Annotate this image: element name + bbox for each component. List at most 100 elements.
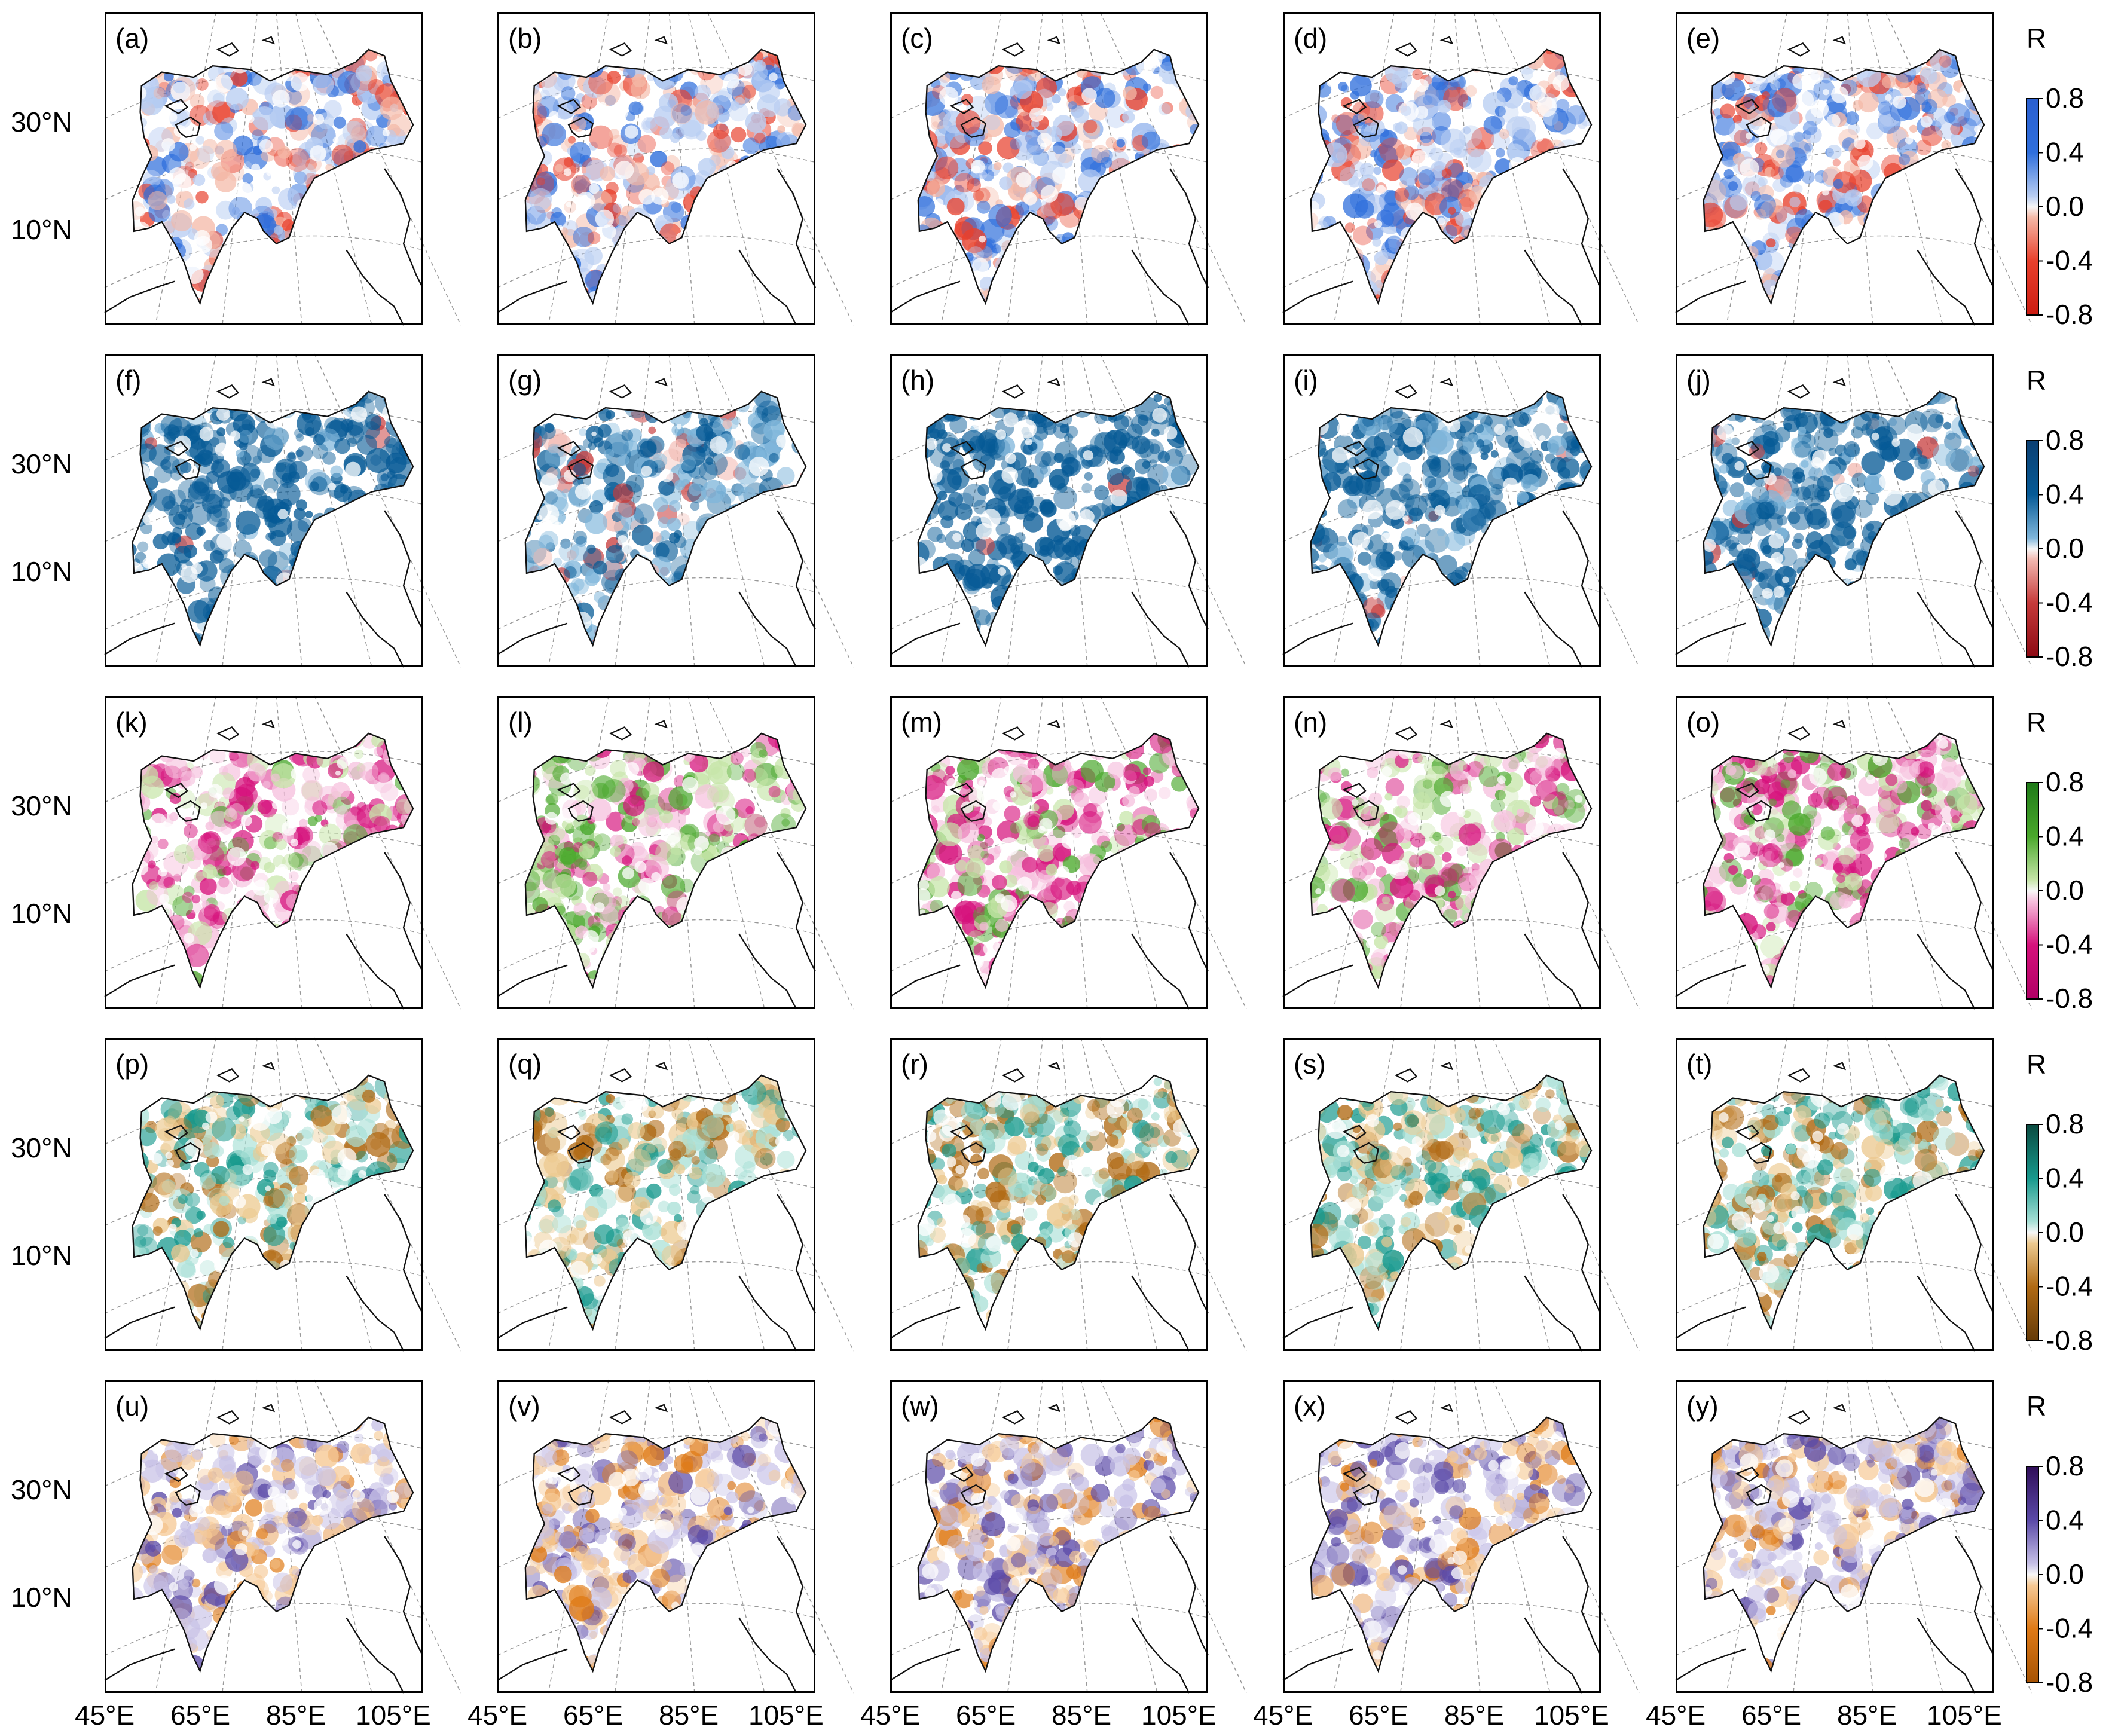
- panel-label: (v): [508, 1390, 540, 1422]
- colorbar-tick: 0.8: [2046, 424, 2084, 456]
- panel-label: (m): [901, 707, 942, 738]
- coastline: [104, 1404, 424, 1694]
- map-panel-h: (h): [890, 353, 1247, 668]
- panel-frame: [105, 354, 423, 667]
- panel-label: (w): [901, 1390, 939, 1422]
- lat-label: 30°N: [11, 1474, 72, 1505]
- lon-label: 45°E: [467, 1700, 527, 1731]
- lon-label: 105°E: [748, 1700, 824, 1731]
- lon-label: 85°E: [1444, 1700, 1504, 1731]
- lon-label: 85°E: [1052, 1700, 1111, 1731]
- panel-label: (g): [508, 365, 542, 396]
- map-panel-f: (f): [104, 353, 461, 668]
- colorbar-label: R: [2027, 1049, 2046, 1080]
- panel-label: (q): [508, 1049, 542, 1080]
- colorbar-label: R: [2027, 1390, 2046, 1422]
- map-panel-i: (i): [1282, 353, 1640, 668]
- panel-frame: [497, 354, 815, 667]
- panel-frame: [105, 1038, 423, 1351]
- panel-frame: [1283, 354, 1601, 667]
- lon-label: 45°E: [75, 1700, 135, 1731]
- panel-frame: [1283, 12, 1601, 325]
- coastline: [104, 378, 424, 668]
- panel-label: (u): [115, 1390, 149, 1422]
- colorbar-tick: -0.4: [2046, 587, 2093, 618]
- panel-frame: [890, 354, 1208, 667]
- panel-frame: [1676, 1380, 1994, 1693]
- map-panel-s: (s): [1282, 1037, 1640, 1352]
- coastline: [104, 36, 424, 326]
- lon-label: 105°E: [1927, 1700, 2002, 1731]
- colorbar: R0.8 0.4 0.0 -0.4 -0.8: [2026, 707, 2093, 1014]
- panel-label: (t): [1686, 1049, 1712, 1080]
- map-panel-r: (r): [890, 1037, 1247, 1352]
- panel-label: (s): [1294, 1049, 1326, 1080]
- panel-frame: [105, 1380, 423, 1693]
- coastline: [1282, 36, 1602, 326]
- lon-label: 85°E: [266, 1700, 326, 1731]
- colorbar-tick: 0.4: [2046, 479, 2084, 510]
- panel-frame: [105, 12, 423, 325]
- colorbar-tick: -0.4: [2046, 245, 2093, 276]
- panel-frame: [1676, 696, 1994, 1009]
- colorbar-tick: 0.4: [2046, 821, 2084, 852]
- lon-label: 65°E: [1741, 1700, 1801, 1731]
- coastline: [890, 720, 1209, 1010]
- colorbar-tick: 0.8: [2046, 82, 2084, 114]
- panel-frame: [1676, 1038, 1994, 1351]
- coastline: [497, 720, 817, 1010]
- coastline: [1675, 36, 1995, 326]
- colorbar-tick: 0.0: [2046, 875, 2084, 906]
- coastline: [890, 1404, 1209, 1694]
- map-panel-n: (n): [1282, 695, 1640, 1010]
- panel-frame: [890, 1038, 1208, 1351]
- coastline: [1675, 720, 1995, 1010]
- panel-frame: [1283, 1380, 1601, 1693]
- panel-frame: [890, 1380, 1208, 1693]
- colorbar-tick: 0.0: [2046, 1558, 2084, 1590]
- panel-frame: [497, 696, 815, 1009]
- coastline: [497, 36, 817, 326]
- map-panel-y: (y): [1675, 1379, 2032, 1694]
- panel-frame: [105, 696, 423, 1009]
- lat-label: 30°N: [11, 106, 72, 137]
- map-panel-a: (a): [104, 11, 461, 326]
- coastline: [1675, 1062, 1995, 1352]
- lon-label: 65°E: [1349, 1700, 1408, 1731]
- lat-label: 10°N: [11, 1240, 72, 1271]
- map-panel-u: (u): [104, 1379, 461, 1694]
- colorbar-tick: -0.8: [2046, 983, 2093, 1014]
- panel-frame: [497, 1380, 815, 1693]
- panel-label: (x): [1294, 1390, 1326, 1422]
- coastline: [497, 1062, 817, 1352]
- colorbar: R0.8 0.4 0.0 -0.4 -0.8: [2026, 23, 2093, 330]
- lon-label: 65°E: [170, 1700, 230, 1731]
- panel-label: (d): [1294, 23, 1327, 54]
- lon-label: 65°E: [956, 1700, 1016, 1731]
- colorbar-label: R: [2027, 23, 2046, 54]
- lon-label: 105°E: [1534, 1700, 1609, 1731]
- colorbar-tick: 0.4: [2046, 137, 2084, 168]
- lon-label: 45°E: [860, 1700, 920, 1731]
- panel-frame: [1283, 1038, 1601, 1351]
- colorbar: R0.8 0.4 0.0 -0.4 -0.8: [2026, 1049, 2093, 1356]
- colorbar-tick: -0.4: [2046, 929, 2093, 960]
- lat-label: 10°N: [11, 898, 72, 929]
- panel-label: (p): [115, 1049, 149, 1080]
- panel-label: (c): [901, 23, 933, 54]
- panel-frame: [1676, 12, 1994, 325]
- coastline: [104, 720, 424, 1010]
- panel-label: (r): [901, 1049, 928, 1080]
- colorbar-tick: 0.8: [2046, 1108, 2084, 1139]
- map-panel-l: (l): [497, 695, 854, 1010]
- lat-label: 30°N: [11, 790, 72, 821]
- colorbar-tick: -0.8: [2046, 1325, 2093, 1356]
- map-panel-b: (b): [497, 11, 854, 326]
- panel-label: (b): [508, 23, 542, 54]
- coastline: [1675, 1404, 1995, 1694]
- coastline: [1675, 378, 1995, 668]
- map-panel-m: (m): [890, 695, 1247, 1010]
- panel-frame: [890, 696, 1208, 1009]
- map-panel-p: (p): [104, 1037, 461, 1352]
